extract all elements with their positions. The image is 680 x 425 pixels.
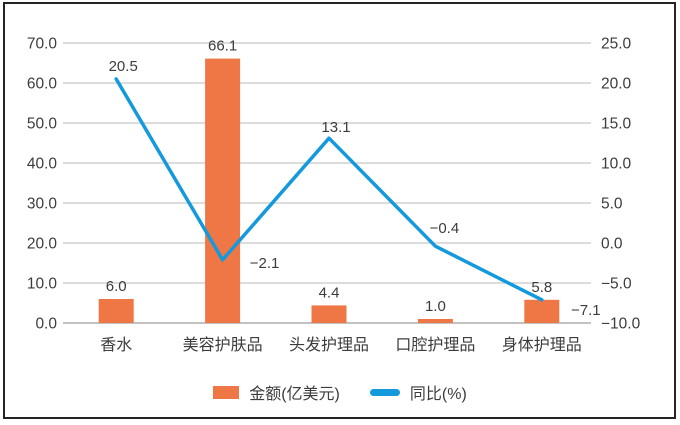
yoy-line bbox=[114, 77, 544, 302]
amount-bar bbox=[98, 299, 134, 323]
chart-frame bbox=[3, 2, 676, 419]
right-axis-tick-label: 15.0 bbox=[601, 116, 632, 133]
line-value-label: 13.1 bbox=[321, 119, 350, 136]
category-label: 美容护肤品 bbox=[183, 336, 263, 354]
right-axis-tick-label: 10.0 bbox=[601, 156, 632, 173]
left-axis-tick-label: 60.0 bbox=[27, 76, 58, 93]
legend-yoy-label: 同比(%) bbox=[409, 386, 467, 403]
legend-item-yoy: 同比(%) bbox=[369, 380, 467, 404]
bar-value-label: 66.1 bbox=[208, 38, 237, 55]
amount-bar bbox=[417, 319, 453, 323]
right-axis-tick-label: 25.0 bbox=[601, 36, 632, 53]
legend: 金额(亿美元) 同比(%) bbox=[0, 381, 680, 403]
amount-bar bbox=[524, 299, 560, 323]
line-value-label: −0.4 bbox=[430, 220, 460, 237]
legend-amount-label: 金额(亿美元) bbox=[249, 386, 340, 403]
amount-bar bbox=[311, 305, 347, 323]
bar-value-label: 4.4 bbox=[319, 284, 340, 301]
right-axis-tick-label: −10.0 bbox=[601, 316, 641, 333]
left-axis-tick-label: 50.0 bbox=[27, 116, 58, 133]
left-axis-tick-label: 70.0 bbox=[27, 36, 58, 53]
right-axis-tick-label: 5.0 bbox=[601, 196, 623, 213]
right-axis-tick-label: −5.0 bbox=[601, 276, 632, 293]
right-axis-tick-label: 20.0 bbox=[601, 76, 632, 93]
bar-value-label: 1.0 bbox=[425, 298, 446, 315]
left-axis-tick-label: 10.0 bbox=[27, 276, 58, 293]
legend-amount-swatch bbox=[213, 385, 240, 399]
legend-yoy-swatch bbox=[369, 388, 400, 396]
line-value-label: 20.5 bbox=[109, 58, 138, 75]
left-axis-tick-label: 0.0 bbox=[35, 316, 57, 333]
right-axis-tick-label: 0.0 bbox=[601, 236, 623, 253]
left-axis-tick-label: 30.0 bbox=[27, 196, 58, 213]
legend-item-amount: 金额(亿美元) bbox=[213, 380, 340, 404]
left-axis-tick-label: 40.0 bbox=[27, 156, 58, 173]
category-label: 头发护理品 bbox=[289, 336, 369, 354]
amount-bar bbox=[205, 58, 241, 323]
bar-value-label: 5.8 bbox=[531, 279, 552, 296]
line-value-label: −7.1 bbox=[571, 302, 601, 319]
left-axis-tick-label: 20.0 bbox=[27, 236, 58, 253]
category-label: 口腔护理品 bbox=[395, 336, 475, 354]
category-label: 身体护理品 bbox=[502, 336, 582, 354]
category-label: 香水 bbox=[100, 336, 132, 354]
line-value-label: −2.1 bbox=[250, 255, 280, 272]
bar-value-label: 6.0 bbox=[106, 278, 127, 295]
